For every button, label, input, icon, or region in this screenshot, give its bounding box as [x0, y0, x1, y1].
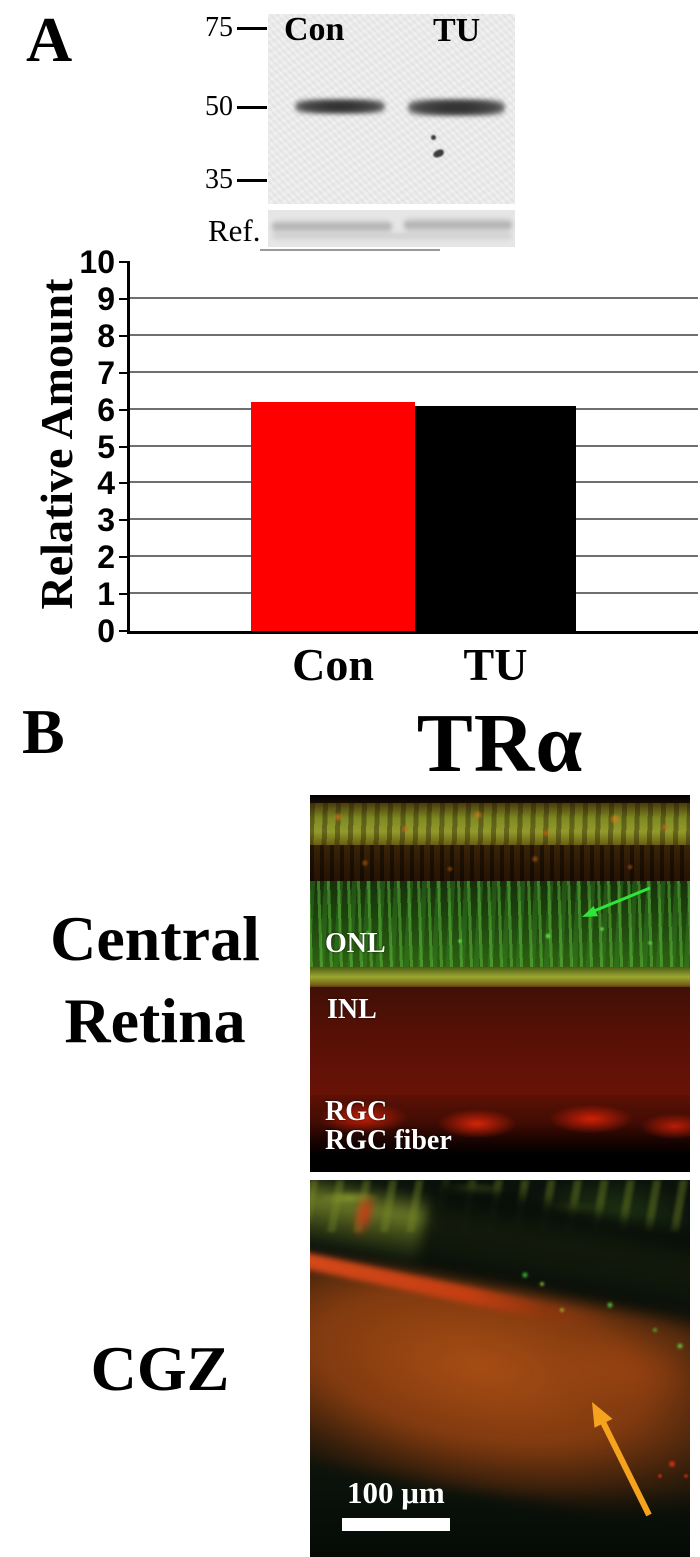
y-tick: [119, 261, 130, 263]
mw-marker-35: 35: [205, 164, 233, 195]
y-tick-label: 4: [97, 465, 115, 502]
y-tick: [119, 297, 130, 300]
bar-con: [251, 402, 415, 631]
ref-label: Ref.: [208, 213, 261, 248]
gridline: [130, 296, 698, 299]
panel-b-title: TRα: [416, 697, 584, 790]
annotation-rgc: RGC: [325, 1096, 388, 1127]
ref-band-shadow: [272, 232, 512, 240]
y-tick: [119, 593, 130, 596]
x-category-label: Con: [292, 639, 374, 690]
y-tick-label: 5: [97, 428, 115, 465]
y-tick: [119, 556, 130, 559]
blot-spot-large: [432, 148, 445, 159]
mw-marker-75-dash: [237, 27, 267, 30]
blot-lane-label-tu: TU: [433, 12, 481, 49]
bar-chart-plot: 0 1 2 3 4 5 6 7 8 9 10 Con TU: [79, 246, 698, 689]
y-tick-label: 8: [97, 317, 115, 354]
scale-bar-label: 100 μm: [347, 1475, 445, 1510]
central-retina-image: ONL INL RGC RGC fiber: [310, 795, 690, 1172]
blot-spot-small: [431, 135, 436, 140]
mw-marker-35-dash: [237, 179, 267, 182]
y-tick: [119, 445, 130, 448]
cgz-image: 100 μm: [310, 1180, 690, 1557]
panel-b-label: B: [22, 696, 65, 767]
y-tick: [119, 371, 130, 374]
annotation-inl: INL: [327, 994, 377, 1025]
side-label-central-retina: Central Retina: [50, 903, 260, 1056]
gridline: [130, 370, 698, 373]
y-tick: [119, 482, 130, 485]
blot-band-tu: [408, 99, 505, 116]
retina-top-layer: [310, 795, 690, 805]
y-tick-label: 10: [79, 244, 115, 280]
mw-marker-50: 50: [205, 91, 233, 122]
y-tick-label: 1: [97, 576, 115, 613]
ref-blot-image: [268, 210, 515, 247]
y-tick-label: 0: [97, 613, 115, 649]
blot-band-con: [295, 99, 385, 114]
y-tick: [119, 334, 130, 337]
annotation-onl: ONL: [325, 928, 386, 959]
y-tick: [119, 408, 130, 411]
y-tick-label: 9: [97, 280, 115, 317]
blot-lane-label-con: Con: [284, 11, 345, 48]
gridline: [130, 333, 698, 336]
retina-rgc-layer: [310, 1095, 690, 1155]
y-tick: [119, 519, 130, 522]
retina-inl-layer: [310, 987, 690, 1107]
retina-outer-segment-layer: [310, 803, 690, 847]
ref-band-tu: [404, 218, 512, 232]
y-tick-label: 7: [97, 354, 115, 391]
ref-band-con: [272, 220, 392, 233]
western-blot-image: Con TU: [268, 11, 515, 204]
y-tick-label: 6: [97, 391, 115, 428]
scale-bar: [342, 1518, 450, 1531]
annotation-rgc-fiber: RGC fiber: [325, 1125, 452, 1156]
chart-top-artifact: [260, 249, 440, 251]
y-tick: [119, 630, 130, 632]
panel-a-label: A: [26, 4, 73, 75]
side-label-cgz: CGZ: [90, 1333, 230, 1404]
bar-tu: [415, 405, 576, 631]
x-category-label: TU: [463, 639, 528, 690]
retina-opl-stripe: [310, 967, 690, 989]
y-tick-label: 2: [97, 539, 115, 576]
retina-dark-layer: [310, 845, 690, 883]
mw-marker-75: 75: [205, 12, 233, 43]
mw-marker-50-dash: [237, 106, 267, 109]
y-tick-label: 3: [97, 502, 115, 539]
